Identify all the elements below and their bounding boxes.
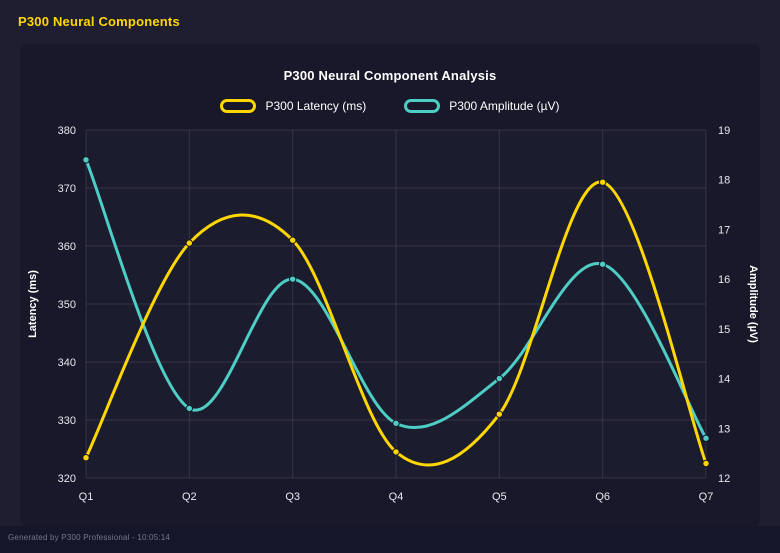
- y-tick-label-right: 19: [718, 125, 730, 137]
- legend-swatch: [220, 99, 257, 113]
- data-point[interactable]: [288, 275, 297, 283]
- x-tick-label: Q4: [389, 491, 404, 503]
- x-tick-label: Q7: [699, 491, 714, 503]
- data-point[interactable]: [392, 448, 400, 456]
- chart-title: P300 Neural Component Analysis: [283, 68, 497, 83]
- legend-item[interactable]: P300 Latency (ms): [220, 99, 366, 113]
- y-tick-label-left: 360: [58, 241, 76, 253]
- legend-label: P300 Latency (ms): [265, 99, 367, 113]
- data-point[interactable]: [392, 419, 400, 428]
- x-tick-label: Q2: [182, 491, 197, 503]
- y-tick-label-right: 15: [718, 324, 730, 336]
- y-tick-label-left: 380: [58, 125, 76, 137]
- chart-card: P300 Neural Component Analysis P300 Late…: [20, 44, 760, 526]
- x-tick-label: Q5: [492, 491, 507, 503]
- y-tick-label-right: 16: [718, 274, 730, 286]
- data-point[interactable]: [82, 156, 90, 164]
- page-title: P300 Neural Components: [18, 14, 180, 29]
- data-point[interactable]: [82, 454, 90, 462]
- y-tick-label-left: 350: [58, 299, 76, 311]
- footer-text: Generated by P300 Professional - 10:05:1…: [8, 533, 171, 542]
- line-chart: 320 330 340 350 360 370 380 12 13 14 15 16 17 18 19 Q1 Q…: [27, 125, 759, 503]
- data-point[interactable]: [702, 434, 710, 442]
- y-tick-label-right: 13: [718, 423, 730, 435]
- legend-label: P300 Amplitude (µV): [449, 99, 560, 113]
- left-axis-title: Latency (ms): [27, 270, 39, 338]
- x-tick-label: Q1: [79, 491, 94, 503]
- data-point[interactable]: [185, 239, 194, 247]
- data-point[interactable]: [288, 236, 297, 244]
- footer-bar: Generated by P300 Professional - 10:05:1…: [0, 526, 780, 553]
- chart-legend: P300 Latency (ms) P300 Amplitude (µV): [20, 98, 760, 114]
- y-tick-label-left: 340: [58, 357, 76, 369]
- y-tick-label-left: 330: [58, 415, 76, 427]
- legend-item[interactable]: P300 Amplitude (µV): [404, 99, 560, 113]
- data-point[interactable]: [495, 410, 504, 418]
- y-tick-label-right: 18: [718, 175, 730, 187]
- y-tick-label-left: 370: [58, 183, 76, 195]
- data-point[interactable]: [598, 260, 607, 268]
- y-tick-label-right: 17: [718, 224, 730, 236]
- right-axis-title: Amplitude (µV): [747, 265, 759, 343]
- y-tick-label-right: 12: [718, 473, 730, 485]
- data-point[interactable]: [702, 459, 710, 468]
- y-tick-label-right: 14: [718, 374, 730, 386]
- x-tick-label: Q6: [595, 491, 610, 503]
- legend-swatch: [404, 99, 441, 113]
- data-point[interactable]: [495, 374, 504, 383]
- x-tick-label: Q3: [285, 491, 300, 503]
- y-tick-label-left: 320: [58, 473, 76, 485]
- data-point[interactable]: [598, 178, 607, 186]
- data-point[interactable]: [185, 404, 194, 413]
